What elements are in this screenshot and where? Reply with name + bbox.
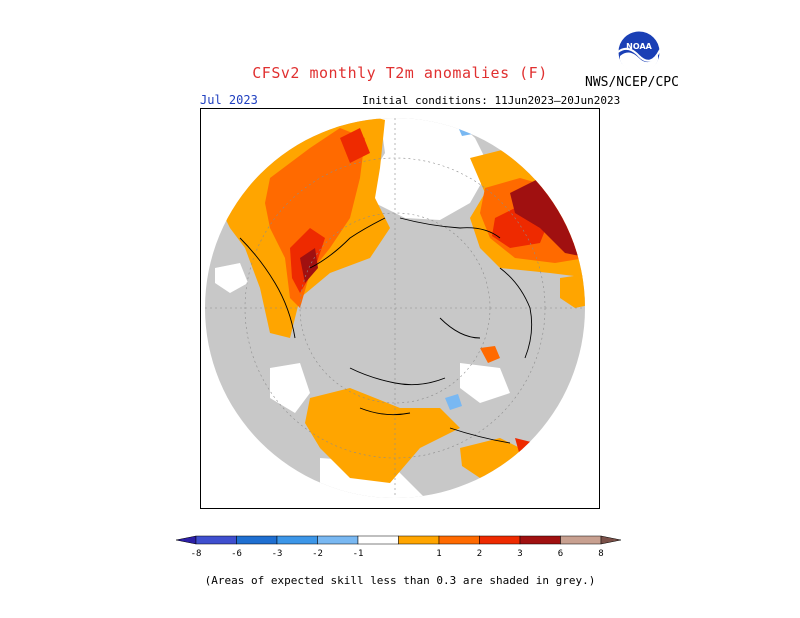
colorbar-label: -2 bbox=[312, 549, 323, 559]
colorbar-label: -1 bbox=[353, 549, 364, 559]
colorbar-label: 2 bbox=[477, 549, 482, 559]
anomaly-warm-6-europe bbox=[300, 248, 318, 283]
colorbar-box bbox=[195, 535, 237, 545]
colorbar-box bbox=[479, 535, 521, 545]
colorbar-box bbox=[398, 535, 440, 545]
anomaly-warm-1-america bbox=[305, 388, 460, 483]
colorbar-box bbox=[276, 535, 318, 545]
colorbar-box bbox=[519, 535, 561, 545]
colorbar-arrow-left bbox=[175, 535, 197, 545]
colorbar-boxes bbox=[175, 535, 622, 545]
colorbar-label: 1 bbox=[436, 549, 441, 559]
colorbar-box bbox=[357, 535, 399, 545]
coastlines bbox=[239, 217, 533, 444]
anomaly-warm-2-spot bbox=[480, 346, 500, 363]
map-frame bbox=[200, 108, 600, 509]
skill-note: (Areas of expected skill less than 0.3 a… bbox=[204, 574, 596, 587]
near-normal-region-arctic bbox=[370, 118, 490, 220]
colorbar-box bbox=[236, 535, 278, 545]
colorbar-label: -6 bbox=[231, 549, 242, 559]
colorbar: -8 -6 -3 -2 -1 1 2 3 6 8 bbox=[175, 535, 622, 559]
colorbar-label: -8 bbox=[191, 549, 202, 559]
colorbar-labels: -8 -6 -3 -2 -1 1 2 3 6 8 bbox=[191, 549, 604, 559]
near-normal-region-sw bbox=[270, 363, 310, 413]
colorbar-box bbox=[317, 535, 359, 545]
colorbar-box bbox=[560, 535, 602, 545]
near-normal-region-east bbox=[460, 363, 510, 403]
anomaly-warm-2-europe bbox=[265, 128, 365, 308]
colorbar-box bbox=[438, 535, 480, 545]
agency-label: NWS/NCEP/CPC bbox=[585, 75, 679, 90]
colorbar-label: 3 bbox=[517, 549, 522, 559]
anomaly-warm-3-north bbox=[340, 128, 370, 163]
logo-text: NOAA bbox=[626, 42, 652, 51]
colorbar-label: 8 bbox=[598, 549, 603, 559]
colorbar-arrow-right bbox=[600, 535, 622, 545]
forecast-month: Jul 2023 bbox=[200, 93, 258, 107]
colorbar-label: -3 bbox=[272, 549, 283, 559]
polar-anomaly-map bbox=[200, 108, 600, 509]
anomaly-warm-1-east bbox=[560, 273, 585, 308]
map-title: CFSv2 monthly T2m anomalies (F) bbox=[252, 64, 548, 82]
near-normal-region-west bbox=[215, 263, 248, 293]
noaa-logo: NOAA bbox=[617, 30, 661, 74]
colorbar-label: 6 bbox=[558, 549, 563, 559]
anomaly-cool-1-spot bbox=[445, 394, 462, 410]
initial-conditions: Initial conditions: 11Jun2023–20Jun2023 bbox=[362, 94, 621, 107]
